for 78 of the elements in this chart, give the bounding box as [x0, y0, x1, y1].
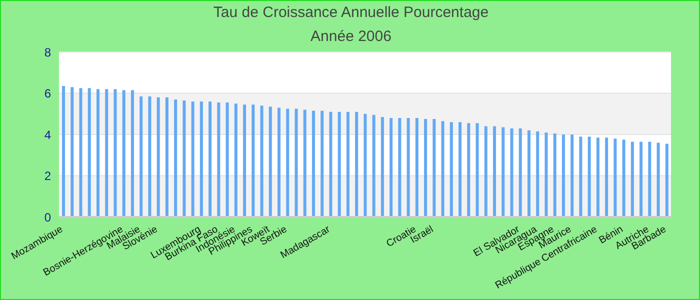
- bar: [105, 89, 108, 217]
- y-tick-label: 8: [44, 45, 52, 60]
- bar: [390, 118, 393, 217]
- bar: [364, 114, 367, 217]
- y-tick-label: 4: [44, 128, 52, 142]
- bar: [122, 90, 126, 217]
- bar: [605, 138, 608, 217]
- bar: [467, 123, 470, 217]
- bar: [268, 106, 272, 217]
- bar: [355, 112, 358, 217]
- bar: [648, 142, 652, 217]
- bar: [656, 142, 660, 217]
- bar: [406, 118, 410, 217]
- bar: [234, 104, 238, 217]
- bar: [502, 127, 505, 217]
- bar: [424, 119, 428, 217]
- bar: [320, 110, 324, 217]
- bar: [70, 87, 74, 217]
- bar: [614, 138, 617, 217]
- bar: [493, 126, 496, 217]
- bar: [294, 108, 298, 217]
- bar: [432, 119, 436, 217]
- bar: [312, 110, 315, 217]
- bar: [450, 122, 453, 217]
- y-tick-label: 6: [44, 86, 52, 101]
- bar: [88, 88, 91, 217]
- bar: [156, 97, 160, 217]
- bar: [665, 144, 668, 217]
- bar: [278, 108, 281, 217]
- bar: [140, 96, 143, 217]
- bar: [208, 102, 212, 217]
- bar: [148, 96, 152, 217]
- y-tick-label: 0: [44, 210, 52, 224]
- bar: [329, 112, 332, 217]
- bar: [114, 89, 117, 217]
- bar: [174, 99, 178, 217]
- bar: [458, 122, 462, 217]
- bar: [527, 130, 530, 217]
- bar: [518, 128, 522, 217]
- bar: [165, 97, 168, 217]
- bar: [260, 106, 264, 217]
- bar: [596, 138, 600, 217]
- bar: [536, 131, 540, 217]
- chart-subtitle: Année 2006: [310, 28, 392, 45]
- bar: [217, 102, 220, 217]
- bar: [286, 108, 290, 217]
- bar: [553, 133, 556, 217]
- chart-title: Tau de Croissance Annuelle Pourcentage: [212, 4, 490, 21]
- bar: [182, 100, 186, 217]
- bar: [622, 140, 626, 217]
- bar: [579, 136, 582, 217]
- bar: [630, 142, 634, 217]
- bar: [640, 142, 643, 217]
- bar: [588, 136, 591, 217]
- bar: [338, 112, 341, 217]
- bar: [544, 132, 548, 217]
- bar: [476, 123, 479, 217]
- bar: [62, 86, 66, 217]
- bar: [226, 102, 229, 217]
- bar: [130, 90, 134, 217]
- bar: [346, 112, 350, 217]
- bar: [303, 110, 306, 217]
- bar: [79, 88, 82, 217]
- bar: [191, 102, 194, 217]
- bar: [252, 104, 255, 217]
- bar: [243, 104, 246, 217]
- bar: [510, 128, 514, 217]
- y-tick-label: 2: [44, 169, 52, 184]
- bar: [415, 118, 418, 217]
- bar: [398, 118, 402, 217]
- bar: [200, 102, 203, 217]
- bar: [96, 89, 100, 217]
- bar: [441, 121, 444, 217]
- bar: [380, 116, 384, 217]
- bar: [372, 114, 376, 217]
- bar: [484, 126, 488, 217]
- bar: [562, 134, 565, 217]
- bar: [570, 134, 574, 217]
